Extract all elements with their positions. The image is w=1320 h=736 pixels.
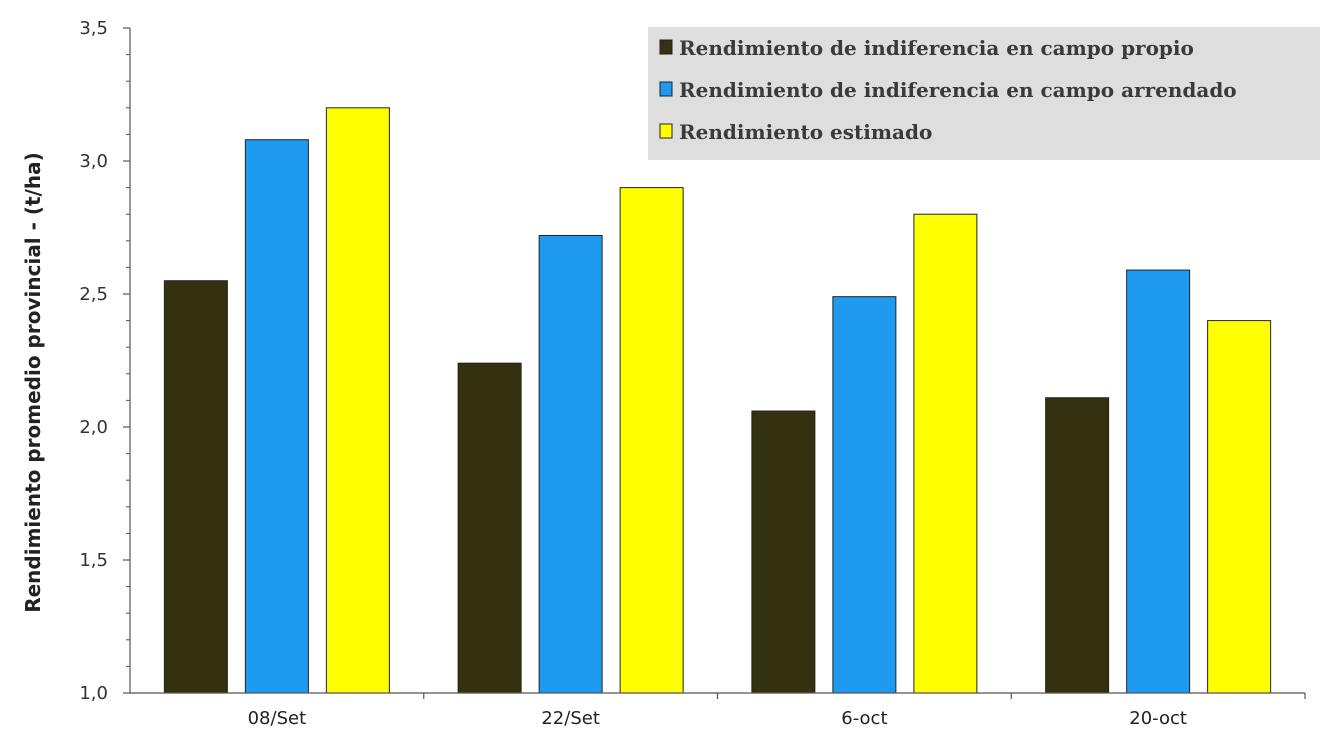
bar-2-1 xyxy=(244,139,309,694)
bar-1-3 xyxy=(751,410,816,694)
x-tick-label: 08/Set xyxy=(248,708,307,729)
bars-layer xyxy=(163,107,1272,694)
x-tick-label: 22/Set xyxy=(541,708,600,729)
y-tick-label: 2,0 xyxy=(79,417,108,438)
bar-1-1 xyxy=(163,280,228,694)
y-tick-label: 3,0 xyxy=(79,151,108,172)
bar-3-2 xyxy=(619,187,684,694)
bar-2-3 xyxy=(832,296,897,694)
y-tick-label: 1,5 xyxy=(79,550,108,571)
legend-label-3: Rendimiento estimado xyxy=(679,120,932,144)
bar-2-2 xyxy=(538,234,603,694)
x-axis-ticks: 08/Set 22/Set 6-oct 20-oct xyxy=(248,693,1306,729)
y-axis-ticks: 1,0 1,5 2,0 2,5 3,0 3,5 xyxy=(79,18,130,704)
y-tick-label: 1,0 xyxy=(79,683,108,704)
y-axis-title: Rendimiento promedio provincial - (t/ha) xyxy=(21,152,45,613)
y-tick-label: 3,5 xyxy=(79,18,108,39)
x-tick-label: 6-oct xyxy=(841,708,887,729)
legend-swatch-1 xyxy=(659,39,673,55)
legend-label-2: Rendimiento de indiferencia en campo arr… xyxy=(679,78,1237,102)
bar-3-3 xyxy=(913,213,978,694)
legend-background xyxy=(648,27,1320,160)
bar-1-2 xyxy=(457,362,522,694)
legend: Rendimiento de indiferencia en campo pro… xyxy=(648,27,1320,160)
legend-swatch-3 xyxy=(659,123,673,139)
bar-1-4 xyxy=(1045,397,1110,694)
bar-3-4 xyxy=(1207,320,1272,694)
bar-2-4 xyxy=(1126,269,1191,694)
bar-3-1 xyxy=(325,107,390,694)
legend-swatch-2 xyxy=(659,81,673,97)
x-tick-label: 20-oct xyxy=(1129,708,1187,729)
legend-label-1: Rendimiento de indiferencia en campo pro… xyxy=(679,36,1194,60)
y-tick-label: 2,5 xyxy=(79,284,108,305)
